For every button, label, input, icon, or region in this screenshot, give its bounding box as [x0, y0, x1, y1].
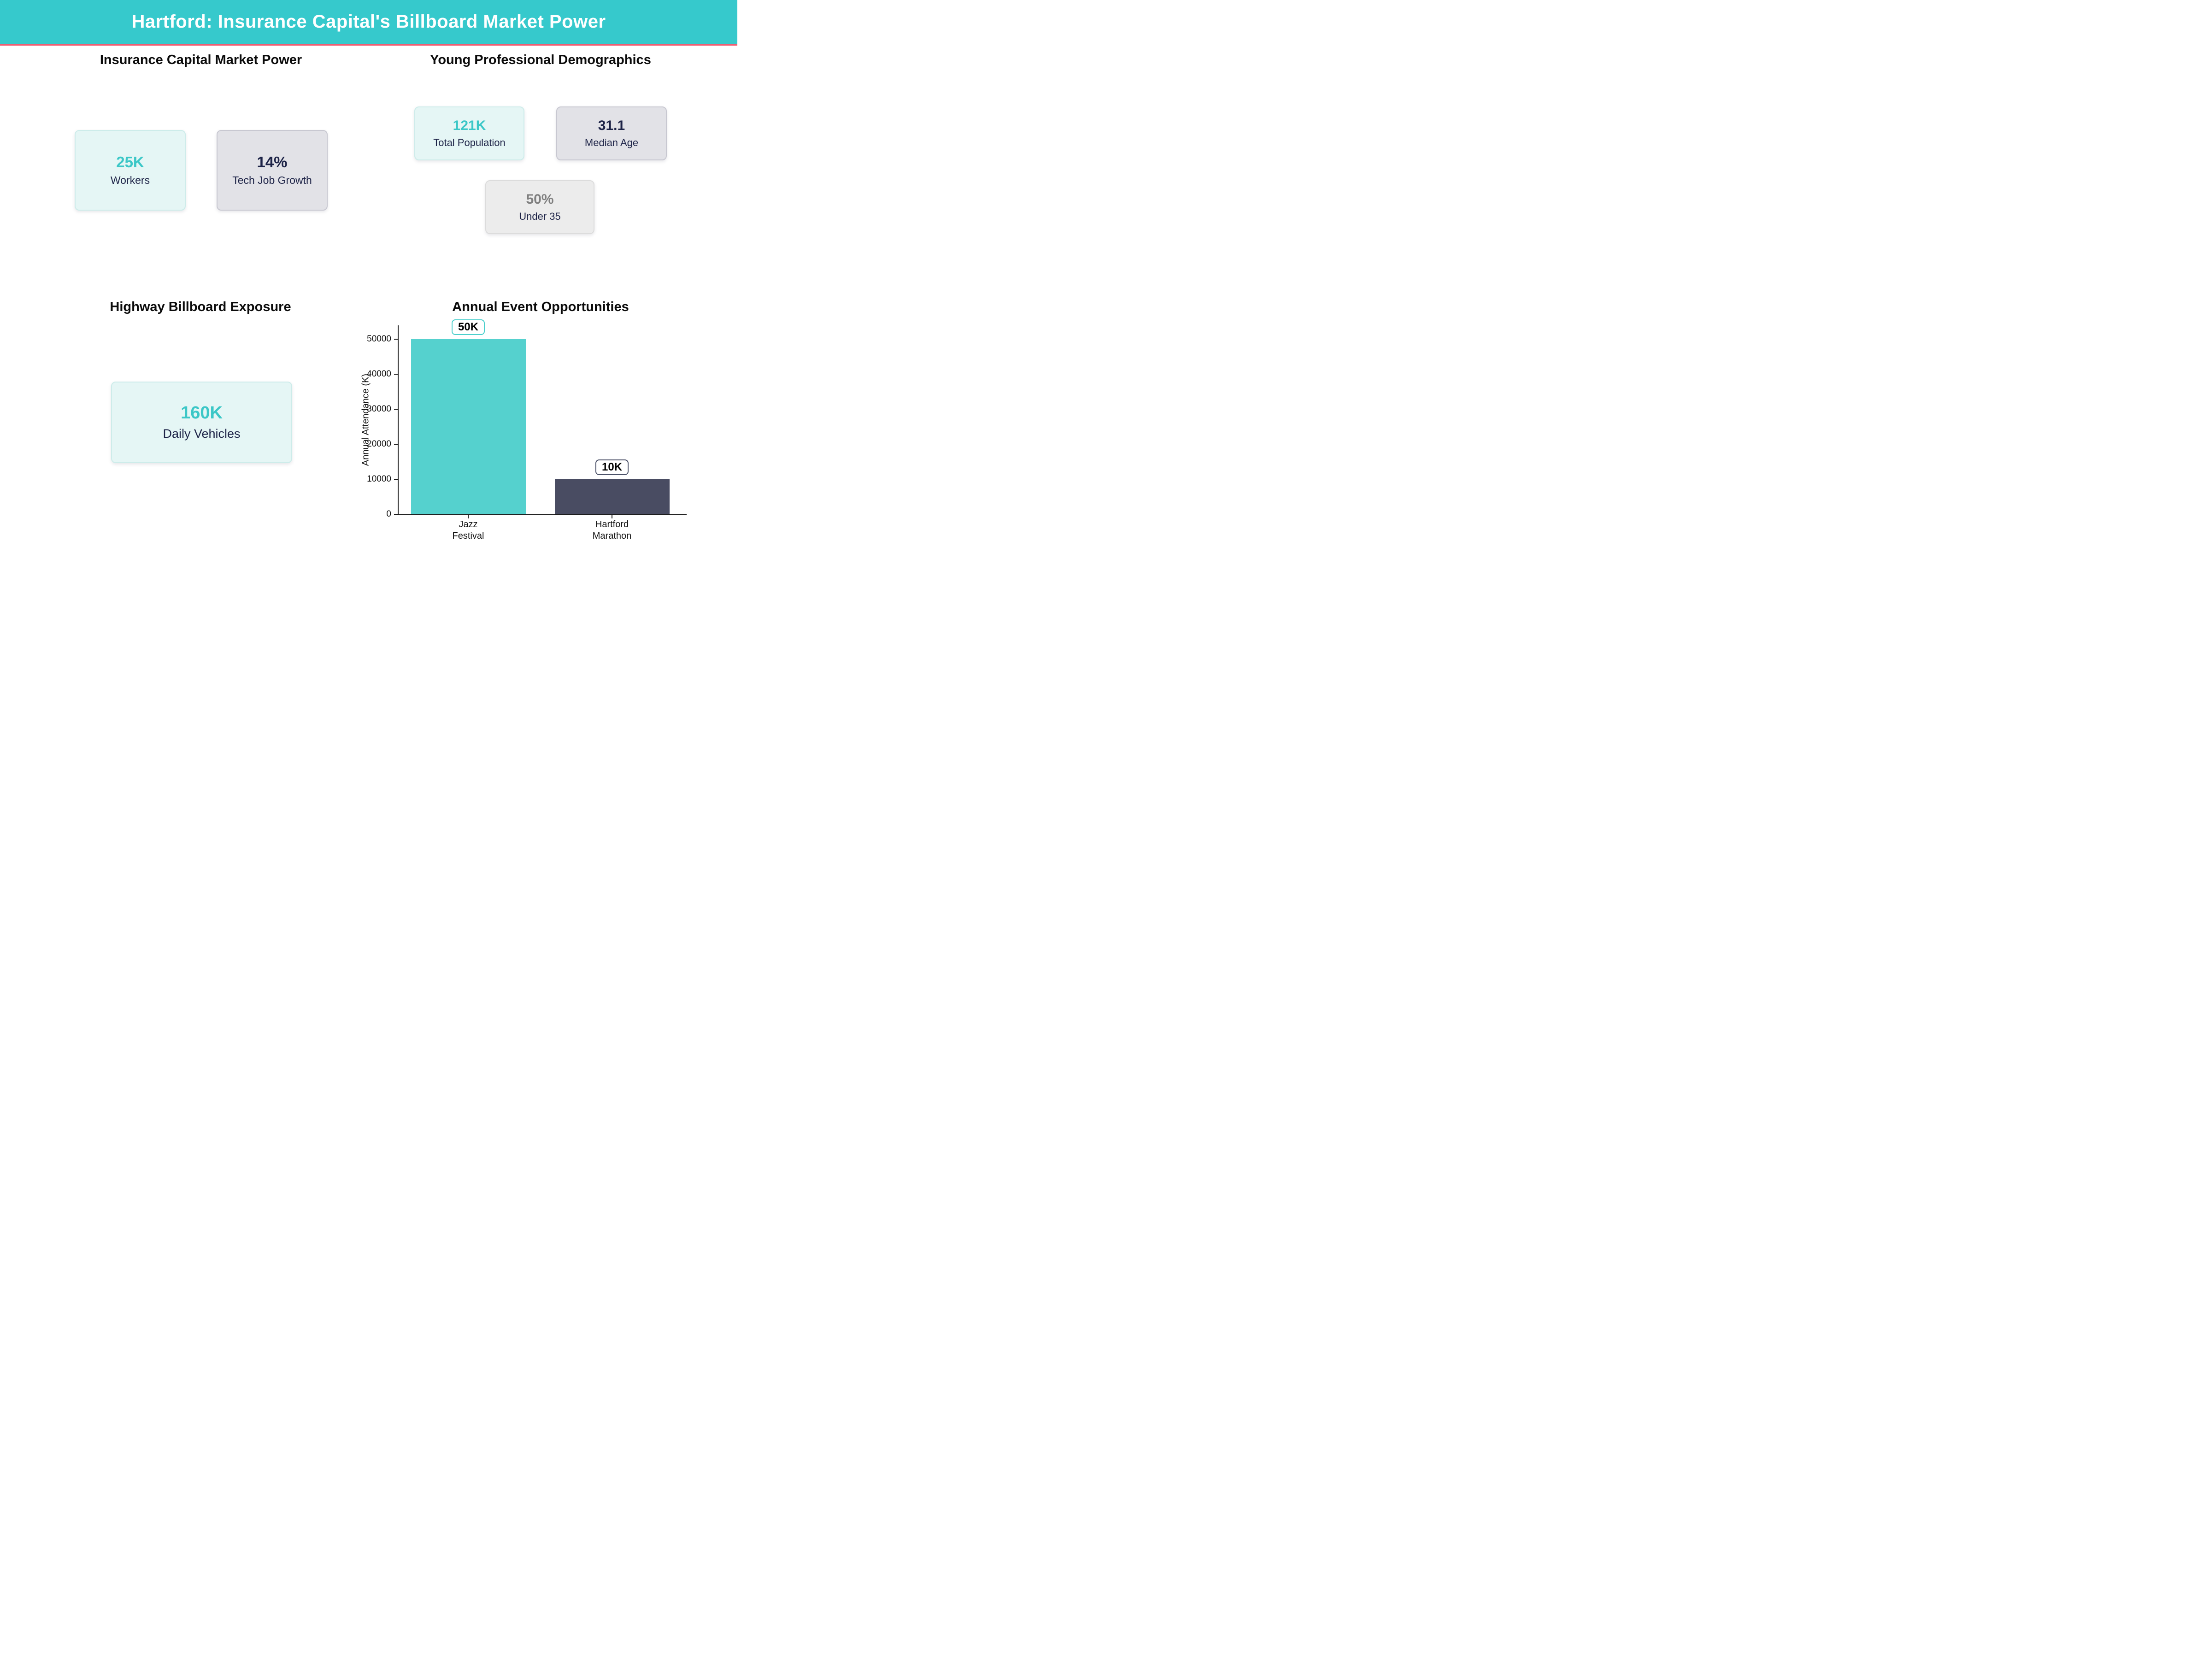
header-banner: Hartford: Insurance Capital's Billboard … [0, 0, 737, 44]
y-tick-mark [394, 444, 398, 445]
kpi-card-total-population: 121K Total Population [414, 106, 524, 160]
x-axis-spine [398, 514, 687, 515]
y-axis-label: Annual Attendance (K) [360, 373, 371, 466]
kpi-card-tech-job-growth: 14% Tech Job Growth [217, 130, 328, 211]
x-category-label: Hartford Marathon [592, 519, 632, 541]
y-tick-label: 40000 [367, 369, 391, 379]
bar-jazz-festival [411, 339, 526, 514]
page-title: Hartford: Insurance Capital's Billboard … [131, 12, 606, 32]
kpi-value: 31.1 [598, 118, 625, 133]
kpi-label: Under 35 [519, 211, 561, 223]
kpi-card-under-35: 50% Under 35 [485, 180, 594, 234]
bar-value-label: 10K [595, 459, 629, 475]
section-title-events: Annual Event Opportunities [452, 300, 629, 314]
y-tick-label: 50000 [367, 334, 391, 344]
kpi-value: 160K [181, 403, 223, 423]
kpi-card-workers: 25K Workers [75, 130, 186, 211]
x-category-label: Jazz Festival [452, 519, 484, 541]
y-tick-label: 30000 [367, 404, 391, 414]
y-tick-mark [394, 339, 398, 340]
kpi-label: Total Population [433, 137, 506, 149]
section-title-highway-exposure: Highway Billboard Exposure [110, 300, 291, 314]
kpi-label: Workers [110, 174, 150, 187]
kpi-value: 25K [116, 153, 144, 171]
kpi-label: Median Age [584, 137, 639, 149]
y-tick-mark [394, 374, 398, 375]
bar-value-label: 50K [452, 319, 485, 335]
kpi-label: Daily Vehicles [163, 426, 241, 441]
section-title-market-power: Insurance Capital Market Power [100, 53, 302, 67]
y-tick-mark [394, 409, 398, 410]
kpi-card-median-age: 31.1 Median Age [556, 106, 667, 160]
infographic-page: Hartford: Insurance Capital's Billboard … [0, 0, 737, 553]
x-tick-mark [468, 515, 469, 518]
y-tick-label: 20000 [367, 439, 391, 449]
y-axis-spine [398, 325, 399, 515]
kpi-value: 14% [257, 153, 288, 171]
kpi-value: 50% [526, 191, 554, 207]
y-tick-mark [394, 514, 398, 515]
y-tick-mark [394, 479, 398, 480]
header-accent-stripe [0, 44, 737, 46]
kpi-value: 121K [453, 118, 486, 133]
y-tick-label: 0 [386, 509, 391, 519]
kpi-card-daily-vehicles: 160K Daily Vehicles [111, 382, 292, 463]
bar-hartford-marathon [554, 479, 670, 514]
y-tick-label: 10000 [367, 474, 391, 484]
section-title-demographics: Young Professional Demographics [430, 53, 651, 67]
kpi-label: Tech Job Growth [232, 174, 312, 187]
